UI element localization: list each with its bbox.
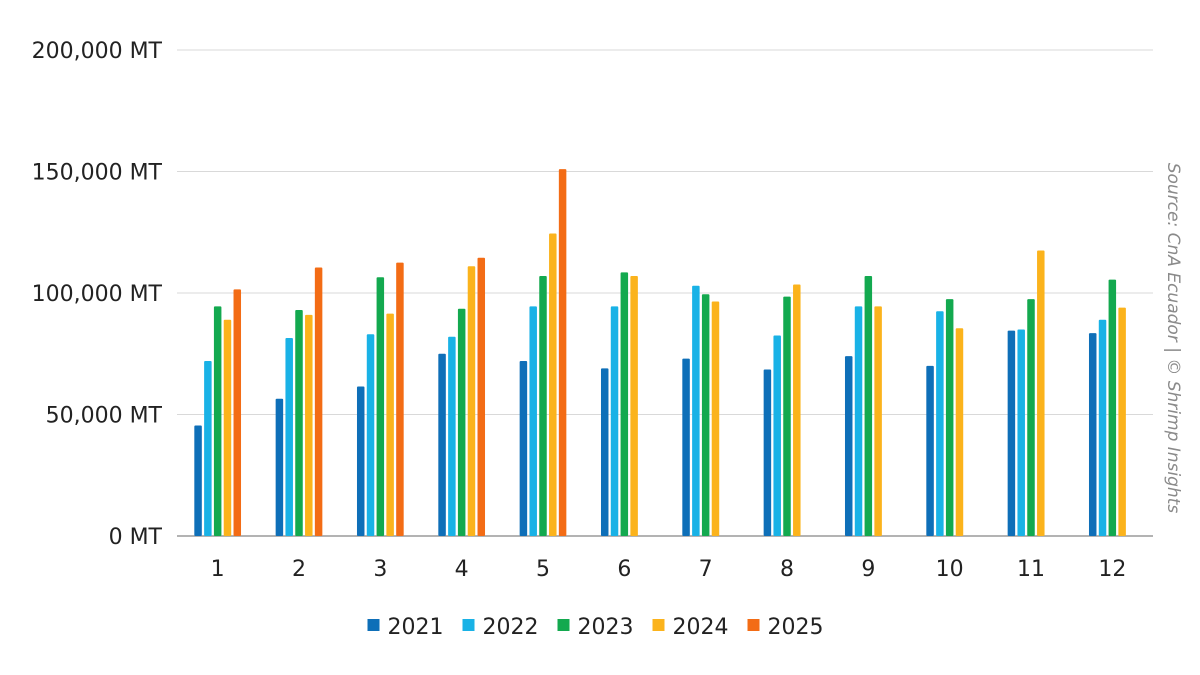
bar-2025-1 [233,289,242,536]
bar-2025-5 [558,169,567,536]
bar-2023-2 [295,310,303,536]
bar-2024-9 [874,306,882,536]
y-tick-label: 150,000 MT [32,161,163,186]
x-tick-label: 6 [617,557,631,582]
x-tick-label: 9 [861,557,875,582]
bar-2024-5 [549,233,557,536]
bar-2021-12 [1088,333,1097,536]
bar-2022-3 [366,334,375,536]
x-tick-label: 11 [1017,557,1045,582]
legend-swatch-2021 [367,619,380,631]
bar-2025-4 [477,257,486,536]
bar-2024-6 [630,275,638,536]
y-tick-label: 0 MT [109,525,163,550]
x-tick-label: 12 [1098,557,1126,582]
bar-2023-4 [457,308,466,536]
bar-2023-7 [701,294,710,536]
bar-2024-2 [305,314,313,536]
bar-2023-5 [539,275,547,536]
y-tick-label: 50,000 MT [46,404,163,429]
bar-2023-10 [945,299,954,536]
bar-2021-8 [763,369,772,536]
y-tick-label: 100,000 MT [32,282,163,307]
legend-swatch-2025 [747,619,760,631]
bar-2025-2 [314,267,323,536]
bar-2023-1 [213,306,222,536]
bar-2023-6 [620,272,629,536]
x-tick-label: 8 [780,557,794,582]
bar-2022-4 [448,336,456,536]
bar-2022-11 [1017,329,1025,536]
bar-2024-7 [711,301,720,536]
bar-2021-7 [682,358,690,536]
bar-2022-8 [773,335,781,536]
bar-2025-3 [396,262,404,537]
legend-label-2022: 2022 [483,615,539,640]
bar-2021-6 [600,368,609,536]
legend-swatch-2022 [462,619,475,631]
y-tick-label: 200,000 MT [32,39,163,64]
legend-swatch-2023 [557,619,570,631]
x-tick-label: 5 [536,557,550,582]
legend-label-2024: 2024 [673,615,729,640]
bar-2023-12 [1108,279,1117,536]
bar-2021-4 [438,353,446,536]
bar-2022-12 [1098,319,1107,536]
bar-2021-11 [1007,330,1016,536]
x-tick-label: 3 [373,557,387,582]
bar-2024-11 [1037,250,1045,536]
x-tick-label: 2 [292,557,306,582]
bar-2024-8 [793,284,801,536]
bar-2024-3 [386,313,394,536]
gridlines [177,49,1153,537]
legend-swatch-2024 [652,619,665,631]
bar-2023-9 [864,275,873,536]
bar-2021-3 [356,386,365,536]
bar-2021-5 [519,361,528,536]
legend: 2021 2022 2023 2024 2025 [367,615,824,640]
source-note: Source: CnA Ecuador | © Shrimp Insights [1163,163,1183,514]
bar-2024-4 [467,266,476,536]
bar-2022-2 [285,337,293,536]
y-axis-ticks: 0 MT 50,000 MT 100,000 MT 150,000 MT 200,000… [32,39,163,550]
x-axis-ticks: 1 2 3 4 5 6 7 8 9 10 11 12 [211,557,1127,582]
bar-2023-11 [1027,299,1035,536]
bar-2023-8 [783,296,791,536]
bar-2022-5 [529,306,537,536]
x-tick-label: 7 [699,557,713,582]
legend-label-2023: 2023 [578,615,634,640]
bar-2022-1 [204,361,212,536]
x-tick-label: 10 [936,557,964,582]
legend-label-2021: 2021 [388,615,444,640]
x-tick-label: 1 [211,557,225,582]
bar-2022-10 [936,311,944,536]
bar-2021-9 [844,356,853,536]
bar-2021-10 [926,365,934,536]
bar-2021-1 [194,425,202,536]
legend-label-2025: 2025 [768,615,824,640]
bar-2022-9 [854,306,863,536]
bars [194,169,1126,537]
bar-2024-1 [223,319,232,536]
bar-2024-10 [955,328,964,536]
x-tick-label: 4 [455,557,469,582]
bar-2022-7 [692,285,700,536]
bar-2022-6 [610,306,619,536]
bar-2021-2 [275,398,284,536]
bar-2023-3 [376,277,385,536]
bar-2024-12 [1118,307,1126,536]
